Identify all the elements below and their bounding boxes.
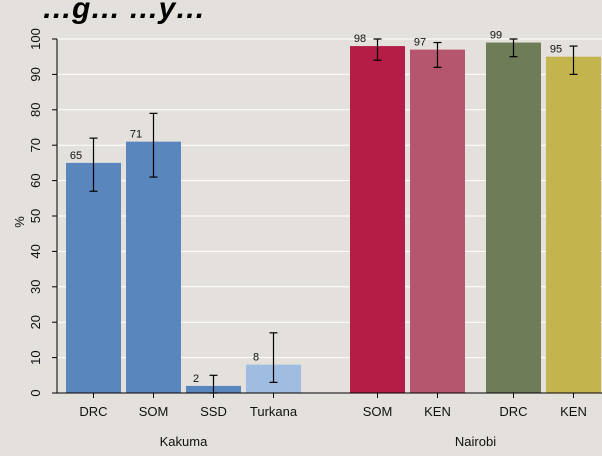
y-tick-label: 80: [28, 103, 43, 117]
data-label: 95: [550, 44, 562, 56]
y-tick-label: 10: [28, 350, 43, 364]
group-label: Kakuma: [160, 434, 208, 449]
y-axis-label: %: [12, 216, 27, 228]
x-tick-label: SOM: [363, 404, 393, 419]
x-tick-label: KEN: [560, 404, 587, 419]
bar: [350, 46, 405, 394]
data-label: 65: [70, 150, 82, 162]
data-label: 71: [130, 129, 142, 141]
y-tick-label: 0: [28, 389, 43, 396]
bar: [126, 141, 181, 393]
y-tick-label: 40: [28, 244, 43, 258]
x-tick-label: KEN: [424, 404, 451, 419]
y-tick-label: 50: [28, 209, 43, 223]
bar: [66, 162, 121, 393]
y-tick-label: 20: [28, 315, 43, 329]
y-tick-label: 30: [28, 280, 43, 294]
y-tick-label: 70: [28, 138, 43, 152]
bars: 65 71 2 8 98 97 99 95: [66, 30, 601, 394]
x-tick-label: Turkana: [250, 404, 298, 419]
x-axis-labels: DRC SOM SSD Turkana SOM KEN DRC KEN Kakuma Nairob…: [57, 392, 602, 449]
data-label: 98: [354, 33, 366, 45]
y-tick-label: 60: [28, 173, 43, 187]
y-axis: 0 10 20 30 40 50 60 70 80 90 100: [28, 28, 58, 397]
group-label: Nairobi: [455, 434, 496, 449]
data-label: 97: [414, 37, 426, 49]
x-tick-label: SSD: [200, 404, 227, 419]
y-tick-label: 100: [28, 28, 43, 50]
y-tick-label: 90: [28, 67, 43, 81]
chart-title: …g… …y…: [42, 0, 205, 25]
data-label: 99: [490, 30, 502, 42]
x-tick-label: DRC: [79, 404, 107, 419]
x-tick-label: SOM: [139, 404, 169, 419]
x-tick-label: DRC: [499, 404, 527, 419]
bar: [410, 49, 465, 394]
bar: [486, 42, 541, 393]
data-label: 2: [193, 373, 199, 385]
data-label: 8: [253, 352, 259, 364]
bar: [546, 56, 601, 393]
